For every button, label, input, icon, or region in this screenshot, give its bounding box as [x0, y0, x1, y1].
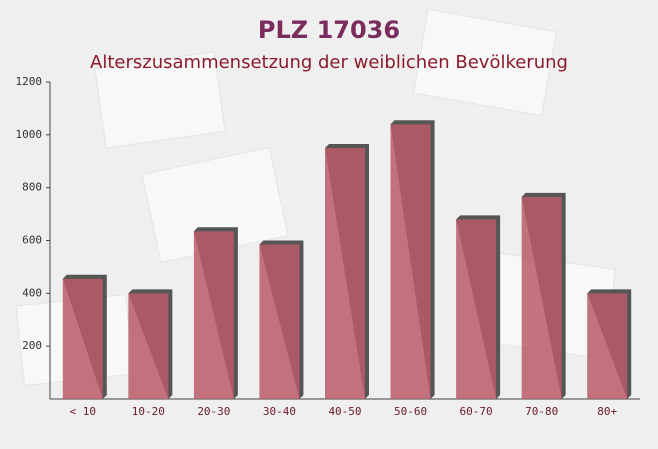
y-tick-label: 800	[22, 181, 42, 194]
bar	[521, 196, 562, 399]
x-tick-label: 80+	[597, 405, 617, 418]
x-tick-label: 20-30	[197, 405, 230, 418]
x-tick-label: < 10	[70, 405, 97, 418]
bar	[456, 219, 497, 399]
bar	[390, 124, 431, 400]
x-tick-label: 50-60	[394, 405, 427, 418]
chart-subtitle: Alterszusammensetzung der weiblichen Bev…	[90, 52, 568, 73]
chart-title: PLZ 17036	[258, 16, 400, 44]
y-tick-label: 200	[22, 339, 42, 352]
bar	[128, 293, 169, 399]
bar	[325, 148, 365, 399]
y-tick-label: 1200	[16, 75, 43, 88]
x-tick-label: 70-80	[525, 405, 558, 418]
bar	[587, 293, 628, 399]
x-tick-label: 30-40	[263, 405, 296, 418]
y-tick-label: 600	[22, 234, 42, 247]
x-tick-label: 40-50	[328, 405, 361, 418]
bar	[259, 244, 300, 399]
x-tick-label: 60-70	[460, 405, 493, 418]
bar	[193, 231, 234, 399]
y-tick-label: 400	[22, 286, 42, 299]
x-tick-label: 10-20	[132, 405, 165, 418]
y-tick-label: 1000	[16, 128, 43, 141]
bar	[62, 278, 103, 399]
